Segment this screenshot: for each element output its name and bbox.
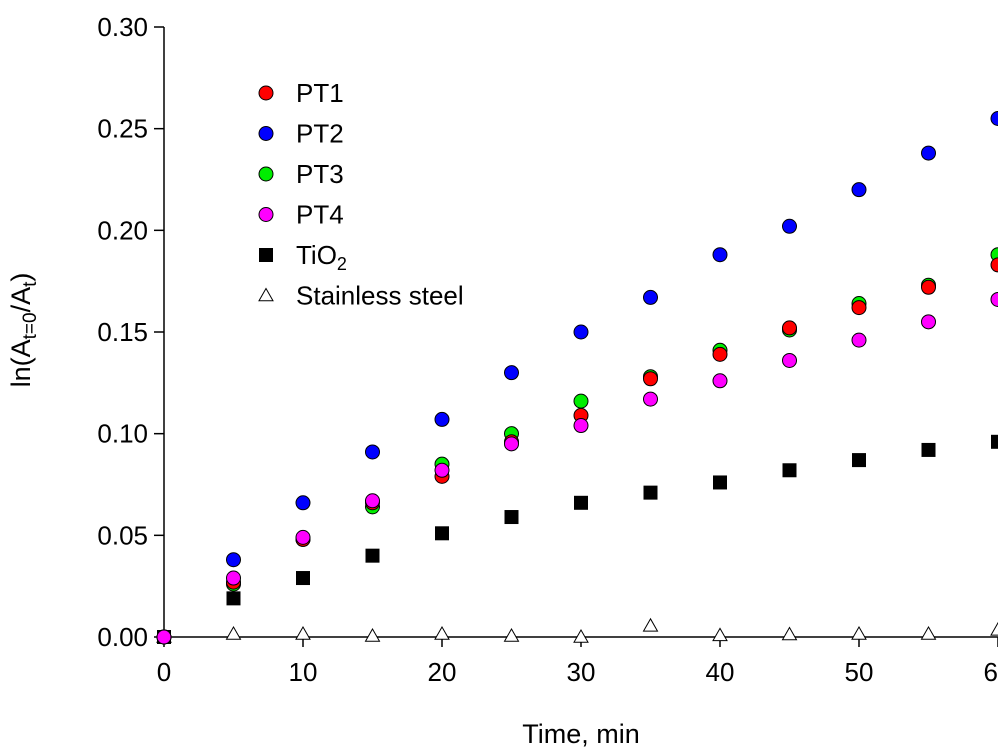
x-axis-title: Time, min	[522, 719, 640, 749]
legend-label: TiO2	[296, 240, 347, 274]
y-tick-label: 0.25	[97, 114, 148, 144]
data-point	[295, 625, 311, 640]
data-point	[504, 436, 519, 452]
data-point	[991, 434, 998, 449]
data-point	[295, 529, 311, 545]
ticks: 0.00 0.05 0.10 0.15 0.20 0.25 0.30 0 10 20 30 40 50 6…	[97, 12, 998, 687]
legend-label: PT1	[296, 78, 344, 108]
y-tick-label: 0.30	[97, 12, 148, 42]
data-point	[851, 332, 867, 348]
x-tick-label: 60	[984, 657, 998, 687]
y-tick-label: 0.20	[97, 215, 148, 245]
data-point	[434, 411, 450, 427]
data-point	[503, 627, 520, 642]
data-point	[365, 493, 380, 509]
x-tick-label: 40	[706, 657, 735, 687]
data-point	[225, 625, 242, 640]
data-point	[990, 257, 998, 273]
legend-marker	[258, 166, 274, 182]
legend-label: PT2	[296, 119, 344, 149]
data-point	[643, 485, 658, 500]
y-tick-label: 0.15	[97, 317, 148, 347]
y-axis-title-sub2: t	[20, 281, 41, 287]
y-axis-title-sub1: t=0	[20, 312, 41, 339]
data-point	[852, 453, 866, 468]
data-point	[226, 552, 241, 568]
data-point	[851, 625, 867, 640]
data-point	[782, 218, 797, 234]
data-point	[642, 617, 659, 632]
data-point	[920, 625, 937, 640]
data-point	[295, 495, 311, 511]
data-point	[782, 463, 797, 478]
data-point	[712, 373, 728, 389]
data-point	[504, 510, 519, 525]
data-point	[781, 626, 798, 641]
data-point	[713, 475, 727, 490]
data-point	[573, 628, 589, 643]
data-point	[226, 570, 241, 586]
legend: PT1 PT2 PT3 PT4 TiO2 Stainless steel	[258, 78, 464, 311]
x-tick-label: 50	[845, 657, 874, 687]
data-point	[990, 111, 998, 126]
data-point	[226, 591, 241, 606]
y-axis-title: ln(At=0/At)	[6, 273, 41, 388]
legend-marker	[258, 207, 274, 222]
data-points	[156, 111, 998, 645]
x-tick-label: 30	[567, 657, 596, 687]
data-point	[921, 314, 936, 330]
y-axis-title-suffix: )	[6, 273, 36, 282]
data-point	[712, 247, 728, 263]
data-point	[643, 391, 658, 407]
y-axis-title-mid: /A	[6, 287, 36, 313]
data-point	[921, 145, 936, 161]
data-point	[435, 526, 449, 541]
data-point	[851, 182, 867, 198]
data-point	[921, 442, 936, 457]
data-point	[990, 291, 998, 307]
data-point	[851, 300, 867, 316]
data-point	[573, 418, 589, 434]
data-point	[434, 462, 450, 478]
data-point	[921, 279, 936, 295]
legend-label: PT4	[296, 200, 344, 230]
data-point	[712, 627, 728, 642]
data-point	[574, 495, 588, 510]
data-point	[782, 352, 797, 368]
data-point	[573, 393, 589, 409]
data-point	[782, 320, 797, 336]
data-point	[504, 365, 519, 381]
legend-marker	[258, 85, 274, 101]
legend-label: Stainless steel	[296, 281, 464, 311]
y-tick-label: 0.10	[97, 419, 148, 449]
legend-marker	[258, 126, 274, 141]
x-tick-label: 20	[428, 657, 457, 687]
x-tick-label: 10	[289, 657, 318, 687]
y-tick-label: 0.00	[97, 622, 148, 652]
data-point	[365, 444, 380, 460]
data-point	[296, 571, 310, 586]
data-point	[712, 346, 728, 362]
data-point	[573, 324, 589, 340]
x-tick-label: 0	[157, 657, 171, 687]
data-point	[365, 548, 380, 563]
data-point	[643, 289, 658, 305]
y-tick-label: 0.05	[97, 520, 148, 550]
data-point	[643, 371, 658, 387]
legend-label: PT3	[296, 159, 344, 189]
legend-marker	[258, 287, 274, 302]
data-point	[990, 621, 998, 636]
legend-marker	[259, 248, 273, 262]
y-axis-title-prefix: ln(A	[6, 339, 36, 387]
data-point	[364, 627, 381, 642]
data-point	[156, 629, 172, 645]
data-point	[434, 625, 450, 640]
